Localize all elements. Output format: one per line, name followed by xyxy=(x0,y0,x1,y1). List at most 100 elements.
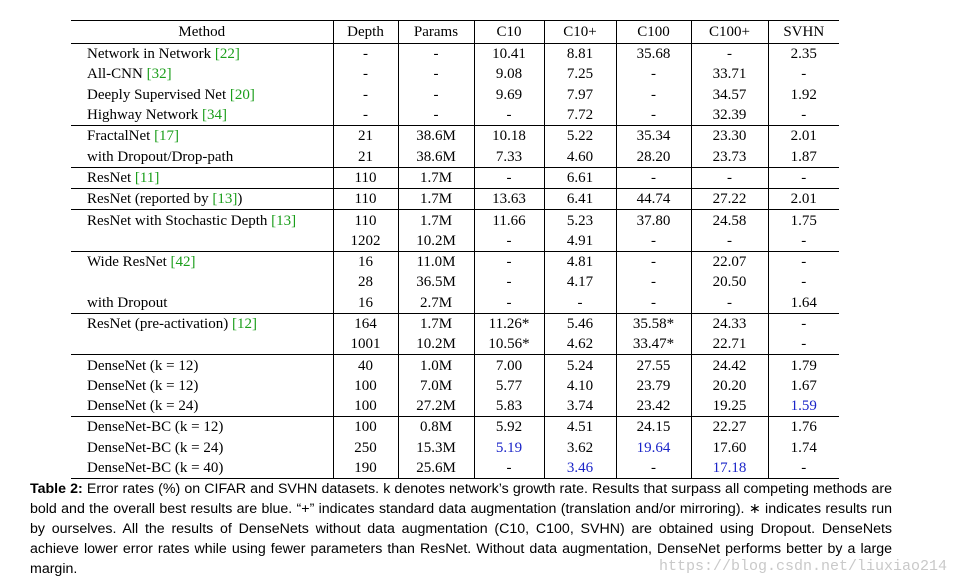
params-cell: 38.6M xyxy=(398,125,475,147)
table-group: ResNet [11] 110 1.7M -6.61- - - xyxy=(71,167,839,189)
params-cell: 0.8M xyxy=(398,416,475,438)
c10-plus-cell: 4.17 xyxy=(544,272,617,293)
method-suffix: ) xyxy=(237,191,243,208)
table-row: ResNet (reported by [13]) 110 1.7M 13.63 6.4… xyxy=(71,188,839,210)
header-depth: Depth xyxy=(333,20,399,44)
method-name: with Dropout xyxy=(87,294,168,311)
c10-plus-cell: 4.10 xyxy=(544,375,617,397)
citation-ref[interactable]: [22] xyxy=(214,46,240,63)
c100-cell: 19.64 xyxy=(616,437,692,458)
c100-cell: 35.68 xyxy=(616,43,692,65)
table-row: 1202 10.2M -4.91- - - xyxy=(71,230,839,252)
method-cell xyxy=(71,272,334,293)
svhn-cell: - xyxy=(801,460,807,477)
citation-ref[interactable]: [34] xyxy=(201,107,227,124)
method-name: Deeply Supervised Net xyxy=(87,86,230,103)
depth-cell: 16 xyxy=(333,251,399,273)
method-cell: FractalNet [17] xyxy=(71,125,334,147)
c10-cell: - xyxy=(474,272,545,293)
params-cell: 1.0M xyxy=(398,354,475,376)
citation-ref[interactable]: [32] xyxy=(146,66,172,83)
c10-plus-cell: 6.41 xyxy=(544,188,617,210)
svhn-cell: - xyxy=(801,169,807,186)
params-cell: 27.2M xyxy=(398,396,475,417)
c10-cell: 11.26* xyxy=(474,313,545,335)
c10-plus-cell: 6.61 xyxy=(544,167,617,189)
params-cell: 10.2M xyxy=(398,230,475,252)
c10-plus-cell: 3.74 xyxy=(544,396,617,417)
method-name: ResNet (reported by xyxy=(87,191,213,208)
method-cell: DenseNet (k = 12) xyxy=(71,354,334,376)
svhn-cell: 1.87 xyxy=(790,148,817,165)
table-row: DenseNet (k = 12) 40 1.0M 7.00 5.24 27.55 24.4… xyxy=(71,354,839,376)
svhn-cell: 1.64 xyxy=(790,294,817,311)
method-cell: ResNet [11] xyxy=(71,167,334,189)
header-params: Params xyxy=(398,20,475,44)
params-cell: - xyxy=(398,104,475,126)
method-cell: Highway Network [34] xyxy=(71,104,334,126)
c10-plus-cell: 4.62 xyxy=(544,334,617,355)
c100-plus-cell: 23.30 xyxy=(691,125,769,147)
method-name: DenseNet-BC (k = 24) xyxy=(87,439,224,456)
params-cell: 1.7M xyxy=(398,313,475,335)
citation-ref[interactable]: [20] xyxy=(229,86,255,103)
params-cell: 15.3M xyxy=(398,437,475,458)
citation-ref[interactable]: [11] xyxy=(134,169,160,186)
c10-plus-cell: 3.62 xyxy=(544,437,617,458)
params-cell: 1.7M xyxy=(398,188,475,210)
c100-plus-cell: 20.20 xyxy=(691,375,769,397)
table-row: Highway Network [34] - - -7.72-32.39- xyxy=(71,104,839,126)
svhn-cell: - xyxy=(801,107,807,124)
method-name: with Dropout/Drop-path xyxy=(87,148,234,165)
method-name: DenseNet-BC (k = 12) xyxy=(87,419,224,436)
depth-cell: 100 xyxy=(333,375,399,397)
c10-plus-cell: - xyxy=(544,292,617,314)
depth-cell: 164 xyxy=(333,313,399,335)
table-group: Network in Network [22] - -10.41 8.81 35.68-… xyxy=(71,43,839,126)
c100-plus-cell: - xyxy=(691,43,769,65)
table-group: DenseNet-BC (k = 12) 100 0.8M 5.92 4.51 24.15… xyxy=(71,416,839,479)
table-row: ResNet (pre-activation) [12] 164 1.7M 11.26… xyxy=(71,313,839,335)
c10-cell: - xyxy=(474,292,545,314)
citation-ref[interactable]: [13] xyxy=(212,191,238,208)
citation-ref[interactable]: [13] xyxy=(271,212,297,229)
citation-ref[interactable]: [17] xyxy=(154,128,180,145)
c10-cell: - xyxy=(474,167,545,189)
watermark: https://blog.csdn.net/liuxiao214 xyxy=(658,558,947,575)
c100-cell: - xyxy=(616,230,692,252)
method-cell: Deeply Supervised Net [20] xyxy=(71,84,334,105)
params-cell: 1.7M xyxy=(398,167,475,189)
header-svhn: SVHN xyxy=(783,24,825,40)
c10-cell: 7.00 xyxy=(474,354,545,376)
c100-plus-cell: 17.60 xyxy=(691,437,769,458)
depth-cell: - xyxy=(333,64,399,85)
table-group: ResNet (reported by [13]) 110 1.7M 13.63 6.4… xyxy=(71,188,839,210)
citation-ref[interactable]: [12] xyxy=(231,316,257,332)
c100-cell: 37.80 xyxy=(616,209,692,231)
method-cell: DenseNet (k = 24) xyxy=(71,396,334,417)
c10-cell: 5.83 xyxy=(474,396,545,417)
table-caption: Table 2: Error rates (%) on CIFAR and SV… xyxy=(30,479,892,579)
svhn-cell: 1.59 xyxy=(790,398,817,415)
table-row: DenseNet (k = 24) 100 27.2M 5.83 3.74 23.42 19… xyxy=(71,396,839,417)
c100-plus-cell: 24.42 xyxy=(691,354,769,376)
c10-plus-cell: 5.22 xyxy=(544,125,617,147)
method-name: Network in Network xyxy=(87,46,215,63)
method-cell: DenseNet (k = 12) xyxy=(71,375,334,397)
c100-cell: 33.47* xyxy=(616,334,692,355)
c10-cell: 13.63 xyxy=(474,188,545,210)
svhn-cell: - xyxy=(801,274,807,291)
params-cell: - xyxy=(398,64,475,85)
c100-plus-cell: 19.25 xyxy=(691,396,769,417)
params-cell: - xyxy=(398,43,475,65)
method-cell: with Dropout/Drop-path xyxy=(71,146,334,168)
depth-cell: 16 xyxy=(333,292,399,314)
citation-ref[interactable]: [42] xyxy=(170,254,196,271)
svhn-cell: 1.76 xyxy=(790,419,817,436)
c10-cell: 10.41 xyxy=(474,43,545,65)
depth-cell: 21 xyxy=(333,125,399,147)
table-row: 28 36.5M -4.17-20.50- xyxy=(71,272,839,293)
c10-plus-cell: 4.81 xyxy=(544,251,617,273)
method-cell: All-CNN [32] xyxy=(71,64,334,85)
svhn-cell: 1.75 xyxy=(790,212,817,229)
